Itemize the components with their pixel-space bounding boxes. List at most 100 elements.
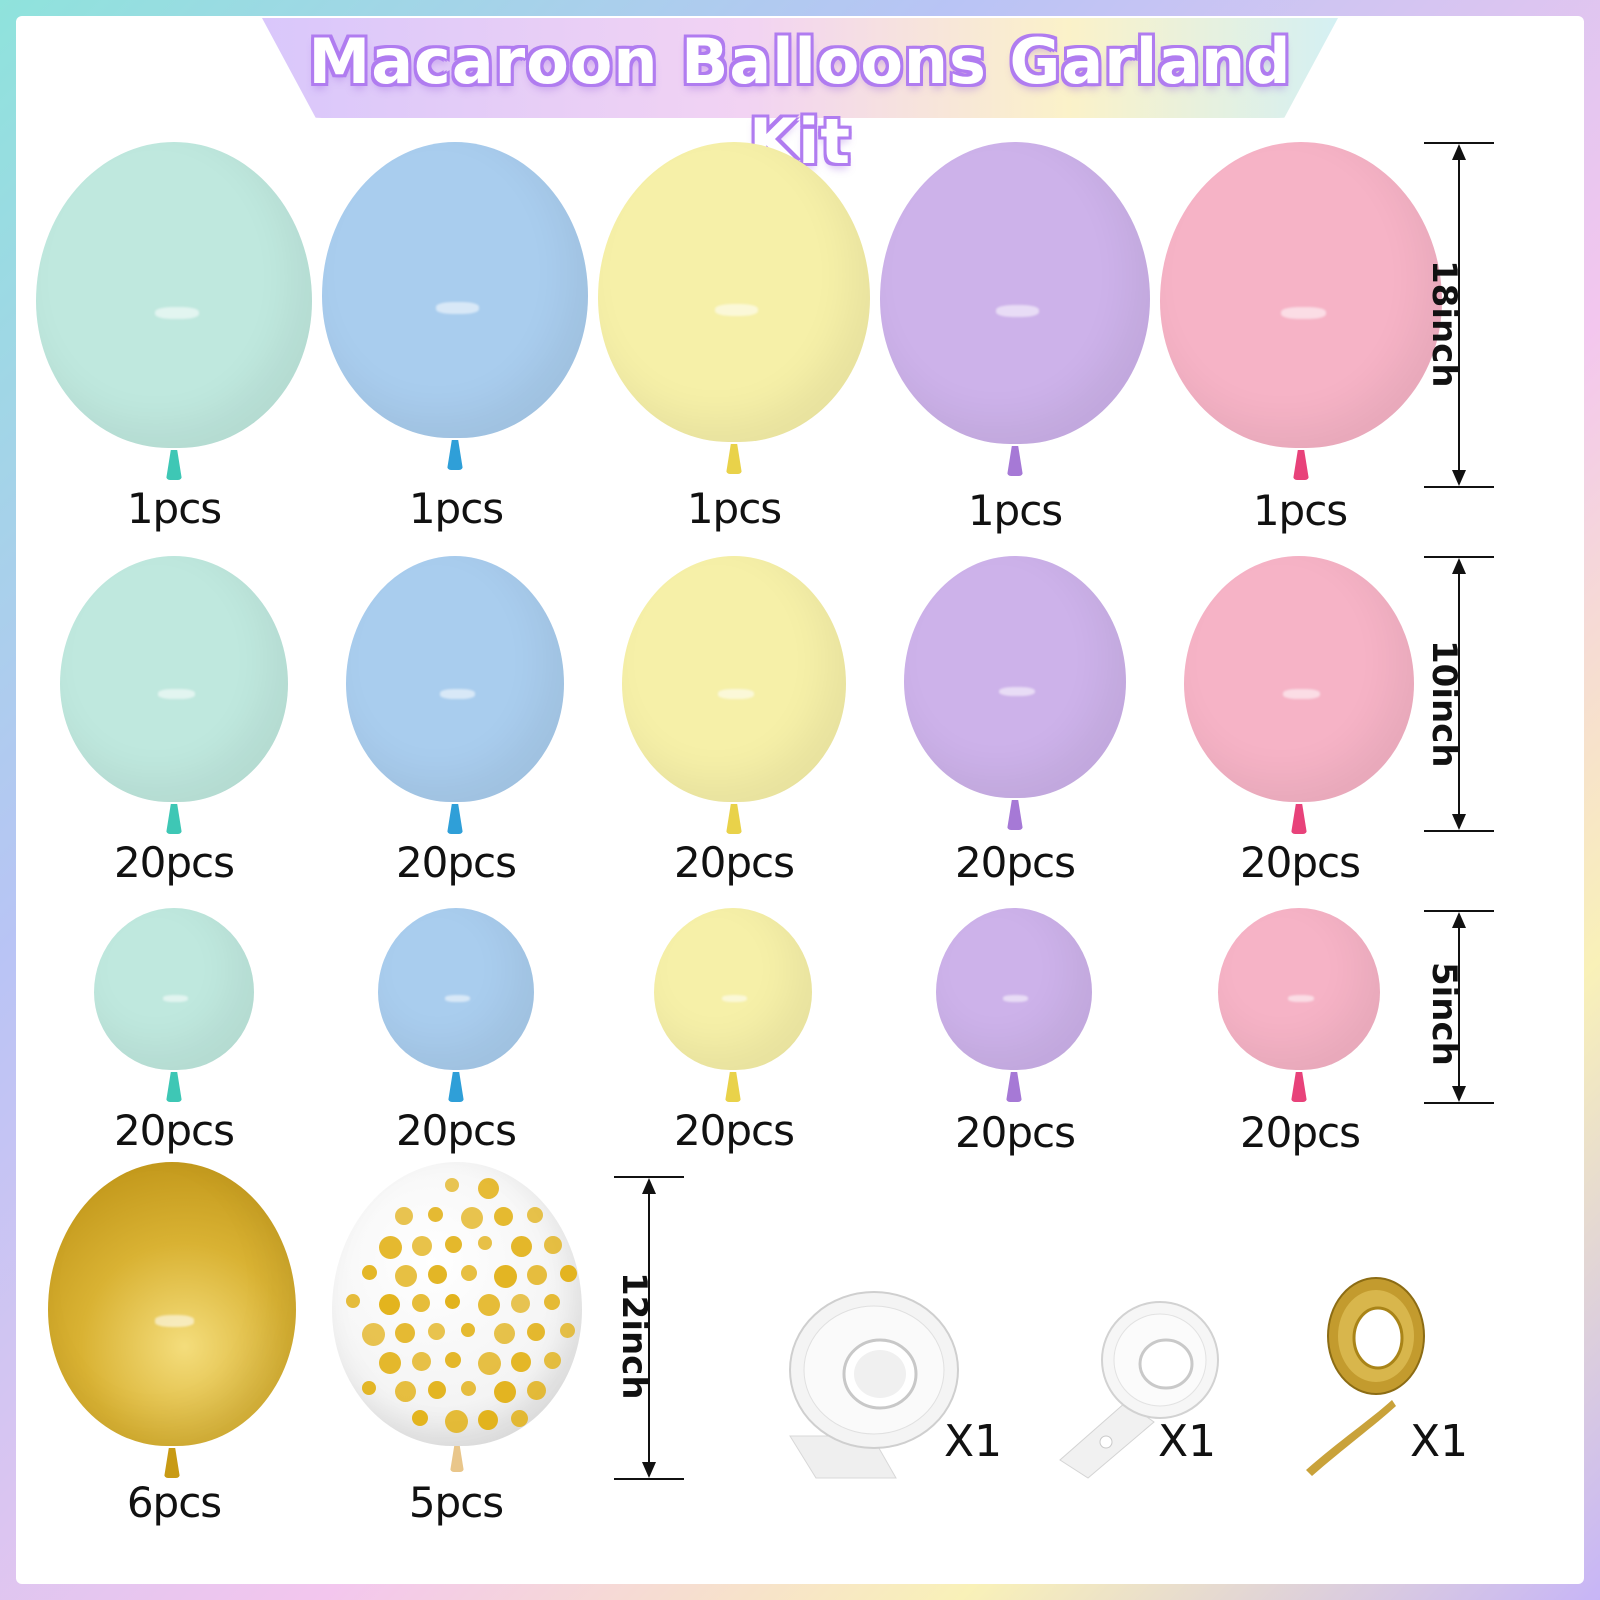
- qty-mint-18inch: 1pcs: [126, 484, 222, 533]
- confetti-dot: [544, 1294, 560, 1310]
- confetti-dot: [527, 1323, 545, 1341]
- balloon-mint-10inch: [60, 556, 288, 838]
- qty-pink-5inch: 20pcs: [1239, 1108, 1361, 1157]
- qty-blue-10inch: 20pcs: [395, 838, 517, 887]
- balloon-mint-5inch: [94, 908, 254, 1106]
- confetti-dot: [362, 1323, 385, 1346]
- qty-confetti-balloon: 5pcs: [408, 1478, 504, 1527]
- balloon-purple-10inch: [904, 556, 1126, 834]
- confetti-dot: [445, 1294, 460, 1309]
- gold-ribbon-icon: [1306, 1277, 1425, 1476]
- confetti-dot: [412, 1352, 431, 1371]
- confetti-dot: [362, 1381, 376, 1395]
- confetti-dot: [478, 1178, 499, 1199]
- glue-dots-qty: X1: [944, 1416, 1003, 1467]
- confetti-dot: [461, 1323, 475, 1337]
- balloon-gold-12inch: [48, 1162, 296, 1482]
- confetti-dot: [527, 1207, 543, 1223]
- confetti-dot: [544, 1236, 562, 1254]
- confetti-dot: [560, 1323, 575, 1338]
- confetti-dot: [445, 1410, 468, 1433]
- qty-pink-10inch: 20pcs: [1239, 838, 1361, 887]
- confetti-dot: [362, 1265, 377, 1280]
- confetti-dot: [445, 1352, 461, 1368]
- balloon-pink-5inch: [1218, 908, 1380, 1106]
- qty-mint-5inch: 20pcs: [113, 1106, 235, 1155]
- qty-yellow-5inch: 20pcs: [673, 1106, 795, 1155]
- size-label-10inch: 10inch: [1424, 640, 1464, 768]
- balloon-strip-icon: [1059, 1301, 1219, 1479]
- qty-pink-18inch: 1pcs: [1252, 486, 1348, 535]
- confetti-dot: [395, 1207, 413, 1225]
- qty-purple-5inch: 20pcs: [954, 1108, 1076, 1157]
- qty-mint-10inch: 20pcs: [113, 838, 235, 887]
- confetti-dot: [511, 1294, 530, 1313]
- confetti-dot: [379, 1352, 401, 1374]
- confetti-dot: [346, 1294, 360, 1308]
- size-gauge-18inch: 18inch: [1424, 142, 1494, 488]
- qty-yellow-10inch: 20pcs: [673, 838, 795, 887]
- confetti-dot: [527, 1265, 547, 1285]
- confetti-dot: [412, 1294, 430, 1312]
- qty-yellow-18inch: 1pcs: [686, 484, 782, 533]
- size-gauge-10inch: 10inch: [1424, 556, 1494, 832]
- confetti-dot: [478, 1236, 492, 1250]
- confetti-dot: [494, 1207, 513, 1226]
- qty-blue-5inch: 20pcs: [395, 1106, 517, 1155]
- confetti-dot: [412, 1236, 432, 1256]
- balloon-purple-5inch: [936, 908, 1092, 1106]
- confetti-dot: [445, 1236, 462, 1253]
- confetti-dot: [461, 1207, 483, 1229]
- qty-purple-18inch: 1pcs: [967, 486, 1063, 535]
- confetti-dot: [428, 1323, 445, 1340]
- confetti-dot: [461, 1265, 477, 1281]
- balloon-confetti-12inch: [332, 1162, 582, 1446]
- size-label-5inch: 5inch: [1424, 962, 1464, 1066]
- confetti-dot: [527, 1381, 546, 1400]
- confetti-dot: [494, 1381, 516, 1403]
- confetti-dot: [478, 1294, 500, 1316]
- confetti-dot: [379, 1236, 402, 1259]
- size-label-18inch: 18inch: [1424, 260, 1464, 388]
- balloon-pink-18inch: [1160, 142, 1442, 484]
- balloon-blue-10inch: [346, 556, 564, 838]
- glue-dots-roll-icon: [789, 1291, 959, 1479]
- balloon-blue-18inch: [322, 142, 588, 474]
- confetti-balloon-knot: [450, 1446, 464, 1472]
- confetti-dot: [445, 1178, 459, 1192]
- size-gauge-12inch: 12inch: [614, 1176, 684, 1480]
- confetti-dot: [544, 1352, 561, 1369]
- qty-blue-18inch: 1pcs: [408, 484, 504, 533]
- balloon-yellow-5inch: [654, 908, 812, 1106]
- confetti-dot: [560, 1265, 577, 1282]
- gold-ribbon-qty: X1: [1410, 1416, 1469, 1467]
- confetti-dot: [511, 1236, 532, 1257]
- balloon-strip-qty: X1: [1158, 1416, 1217, 1467]
- confetti-dot: [428, 1265, 447, 1284]
- balloon-yellow-10inch: [622, 556, 846, 838]
- balloon-purple-18inch: [880, 142, 1150, 480]
- balloon-yellow-18inch: [598, 142, 870, 478]
- confetti-dot: [395, 1265, 417, 1287]
- balloon-pink-10inch: [1184, 556, 1414, 838]
- balloon-mint-18inch: [36, 142, 312, 484]
- confetti-dot: [511, 1410, 528, 1427]
- confetti-dot: [478, 1352, 501, 1375]
- confetti-dot: [428, 1381, 446, 1399]
- size-label-12inch: 12inch: [614, 1272, 654, 1400]
- qty-gold-balloon: 6pcs: [126, 1478, 222, 1527]
- confetti-dot: [461, 1381, 476, 1396]
- confetti-dot: [494, 1265, 517, 1288]
- confetti-dot: [395, 1381, 416, 1402]
- confetti-dot: [511, 1352, 531, 1372]
- confetti-dot: [412, 1410, 428, 1426]
- confetti-dot: [494, 1323, 515, 1344]
- title-banner: [262, 18, 1338, 118]
- qty-purple-10inch: 20pcs: [954, 838, 1076, 887]
- size-gauge-5inch: 5inch: [1424, 910, 1494, 1104]
- balloon-blue-5inch: [378, 908, 534, 1106]
- confetti-dot: [478, 1410, 498, 1430]
- confetti-dot: [395, 1323, 415, 1343]
- page-title: Macaroon Balloons Garland Kit: [308, 25, 1292, 178]
- confetti-dot: [428, 1207, 443, 1222]
